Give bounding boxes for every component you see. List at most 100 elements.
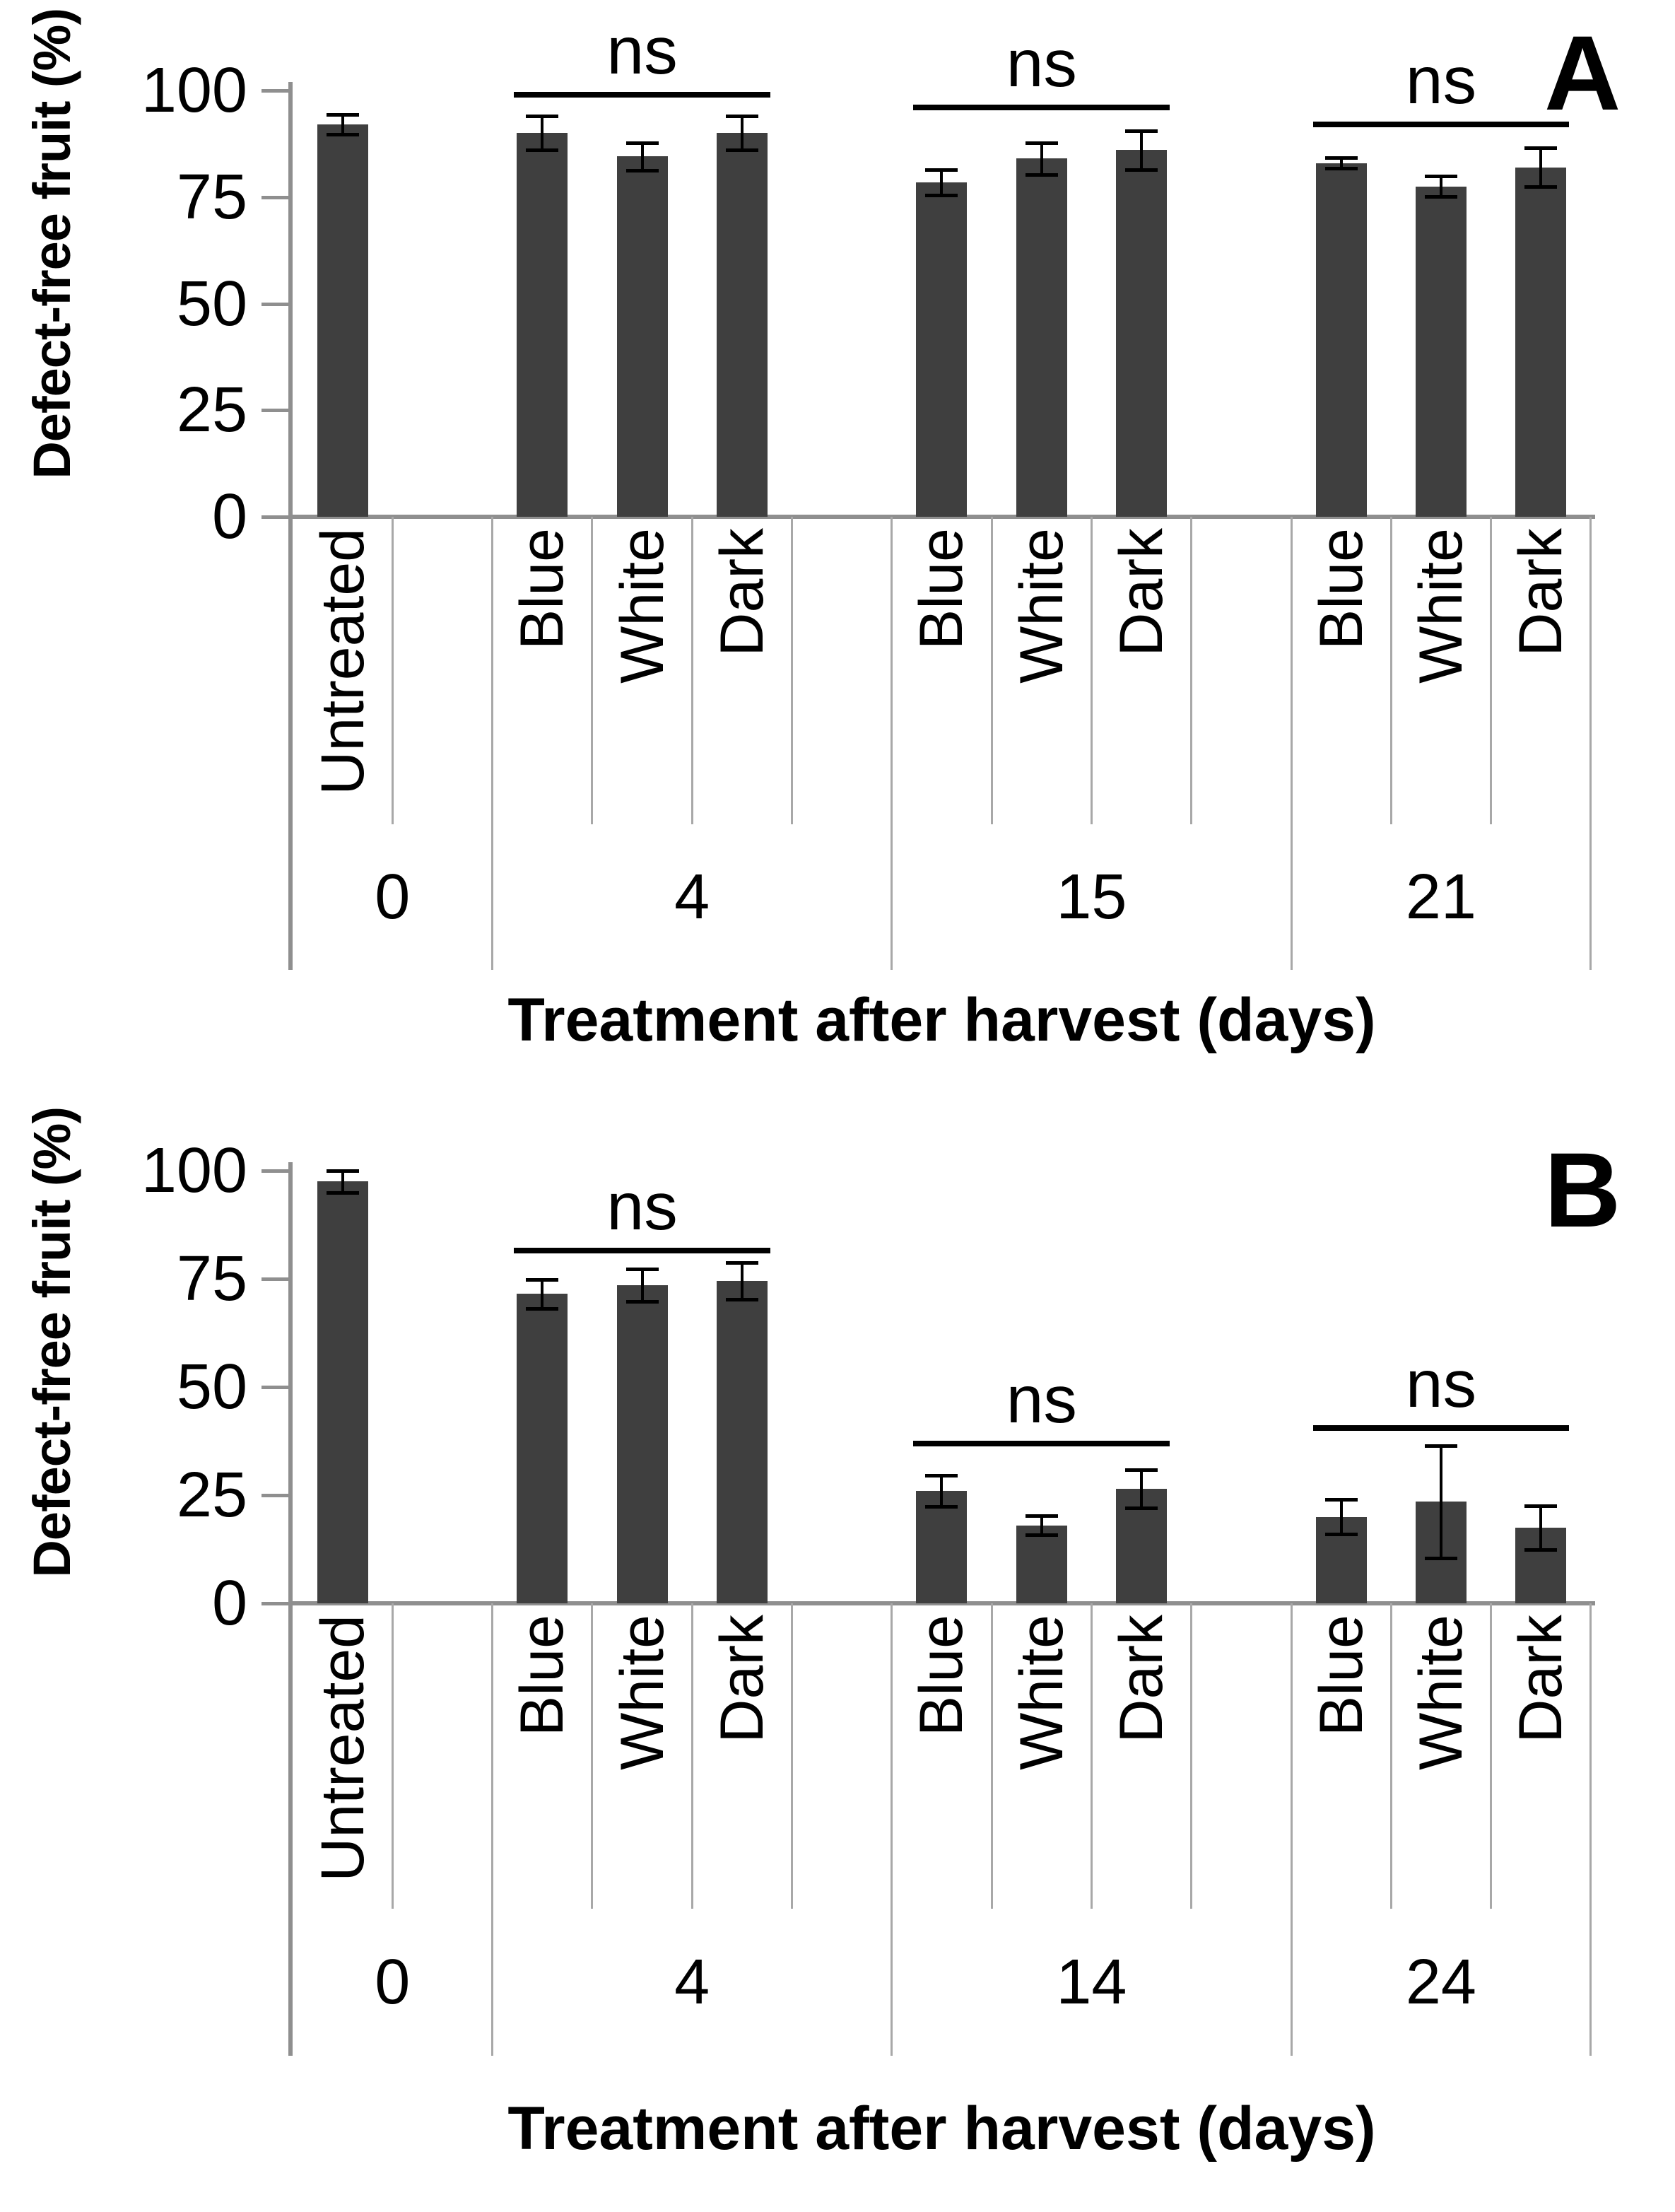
- y-tick-label: 50: [176, 1352, 247, 1422]
- y-axis-title-text: Defect-free fruit (%): [23, 8, 81, 479]
- y-tick-label: 50: [176, 268, 247, 339]
- error-bar-line: [940, 169, 944, 195]
- error-bar-line: [341, 1171, 344, 1193]
- error-bar-cap-top: [1424, 175, 1457, 179]
- x-category-label: Dark: [1507, 528, 1575, 860]
- x-group-label: 4: [674, 862, 710, 932]
- bar: [616, 156, 668, 517]
- x-category-label: Untreated: [309, 528, 377, 860]
- table-line: [391, 1603, 394, 1909]
- ns-label: ns: [1405, 1347, 1477, 1422]
- error-bar-cap-bottom: [1424, 195, 1457, 199]
- x-category-label: White: [1407, 528, 1475, 860]
- error-bar-cap-bottom: [625, 168, 659, 172]
- x-category-label: Blue: [508, 1615, 576, 1947]
- y-axis-title: Defect-free fruit (%): [20, 1107, 490, 1578]
- x-category-label: Dark: [708, 528, 776, 860]
- x-category-label: Blue: [1307, 1615, 1375, 1947]
- y-tick: [261, 1277, 288, 1281]
- y-tick-label: 100: [141, 1135, 247, 1206]
- x-category-label: White: [1407, 1615, 1475, 1947]
- bar: [517, 1294, 568, 1603]
- x-category-label-text: Dark: [707, 528, 776, 657]
- error-bar-line: [341, 115, 344, 135]
- y-tick-label: 100: [141, 55, 247, 126]
- table-line: [1589, 1603, 1592, 2056]
- x-category-label-text: Dark: [1507, 528, 1575, 657]
- x-category-label-text: Blue: [508, 1615, 577, 1737]
- ns-bracket-line: [514, 92, 770, 98]
- y-tick-label: 0: [211, 1568, 247, 1639]
- error-bar-cap-bottom: [725, 148, 758, 153]
- bar: [716, 133, 768, 517]
- x-category-label: Dark: [708, 1615, 776, 1947]
- x-category-label-text: White: [1007, 528, 1076, 684]
- table-line: [591, 517, 594, 824]
- bar: [1016, 1525, 1067, 1603]
- x-category-label: White: [609, 1615, 676, 1947]
- error-bar-line: [740, 116, 744, 151]
- error-bar-cap-top: [326, 113, 359, 117]
- y-axis-line: [288, 82, 293, 970]
- x-category-label-text: Blue: [907, 528, 976, 650]
- bar: [1315, 163, 1367, 517]
- x-category-label: Blue: [907, 1615, 975, 1947]
- bar: [1515, 167, 1567, 517]
- table-line: [491, 1603, 494, 2056]
- y-tick: [261, 1494, 288, 1497]
- x-category-label-text: Untreated: [308, 1615, 377, 1882]
- x-category-label: White: [1008, 1615, 1076, 1947]
- error-bar-cap-top: [326, 1169, 359, 1173]
- bar: [317, 1181, 368, 1603]
- table-line: [891, 517, 893, 970]
- error-bar-cap-bottom: [625, 1300, 659, 1304]
- x-category-label-text: Dark: [1507, 1615, 1575, 1743]
- table-line: [391, 517, 394, 824]
- ns-label: ns: [1006, 26, 1077, 102]
- x-axis-line: [288, 1601, 1595, 1605]
- error-bar-cap-bottom: [925, 193, 958, 197]
- error-bar-cap-bottom: [326, 1190, 359, 1195]
- error-bar-cap-bottom: [1025, 173, 1058, 177]
- error-bar-cap-top: [1125, 1468, 1158, 1472]
- table-line: [1190, 517, 1193, 824]
- bar: [1315, 1516, 1367, 1603]
- table-line: [1090, 1603, 1093, 1909]
- table-line: [791, 1603, 793, 1909]
- table-line: [690, 517, 693, 824]
- error-bar-line: [541, 116, 544, 151]
- error-bar-cap-top: [1324, 156, 1358, 160]
- table-line: [591, 1603, 594, 1909]
- y-tick: [261, 1169, 288, 1173]
- table-line: [891, 1603, 893, 2056]
- error-bar-line: [1439, 176, 1442, 197]
- x-axis-title: Treatment after harvest (days): [507, 2095, 1376, 2163]
- error-bar-cap-bottom: [725, 1297, 758, 1301]
- error-bar-cap-top: [1524, 1504, 1558, 1509]
- x-group-label: 15: [1056, 862, 1127, 932]
- x-category-label: Dark: [1507, 1615, 1575, 1947]
- y-tick-label: 75: [176, 1243, 247, 1314]
- ns-label: ns: [606, 1169, 678, 1245]
- y-tick: [261, 515, 288, 519]
- error-bar-line: [640, 1268, 644, 1302]
- error-bar-line: [1339, 1499, 1343, 1535]
- x-category-label-text: White: [608, 1615, 676, 1770]
- error-bar-cap-top: [1424, 1444, 1457, 1448]
- y-tick-label: 0: [211, 481, 247, 552]
- bar: [1415, 1502, 1467, 1603]
- x-category-label: Blue: [907, 528, 975, 860]
- error-bar-line: [1439, 1445, 1442, 1558]
- x-group-label: 21: [1405, 862, 1476, 932]
- ns-bracket-line: [514, 1248, 770, 1254]
- y-tick-label: 25: [176, 1460, 247, 1531]
- error-bar-line: [940, 1475, 944, 1506]
- error-bar-cap-bottom: [1324, 166, 1358, 170]
- error-bar-cap-top: [725, 115, 758, 119]
- error-bar-cap-top: [625, 141, 659, 146]
- bar: [1515, 1527, 1567, 1603]
- y-axis-title-text: Defect-free fruit (%): [23, 1107, 81, 1578]
- y-axis-title: Defect-free fruit (%): [20, 8, 490, 479]
